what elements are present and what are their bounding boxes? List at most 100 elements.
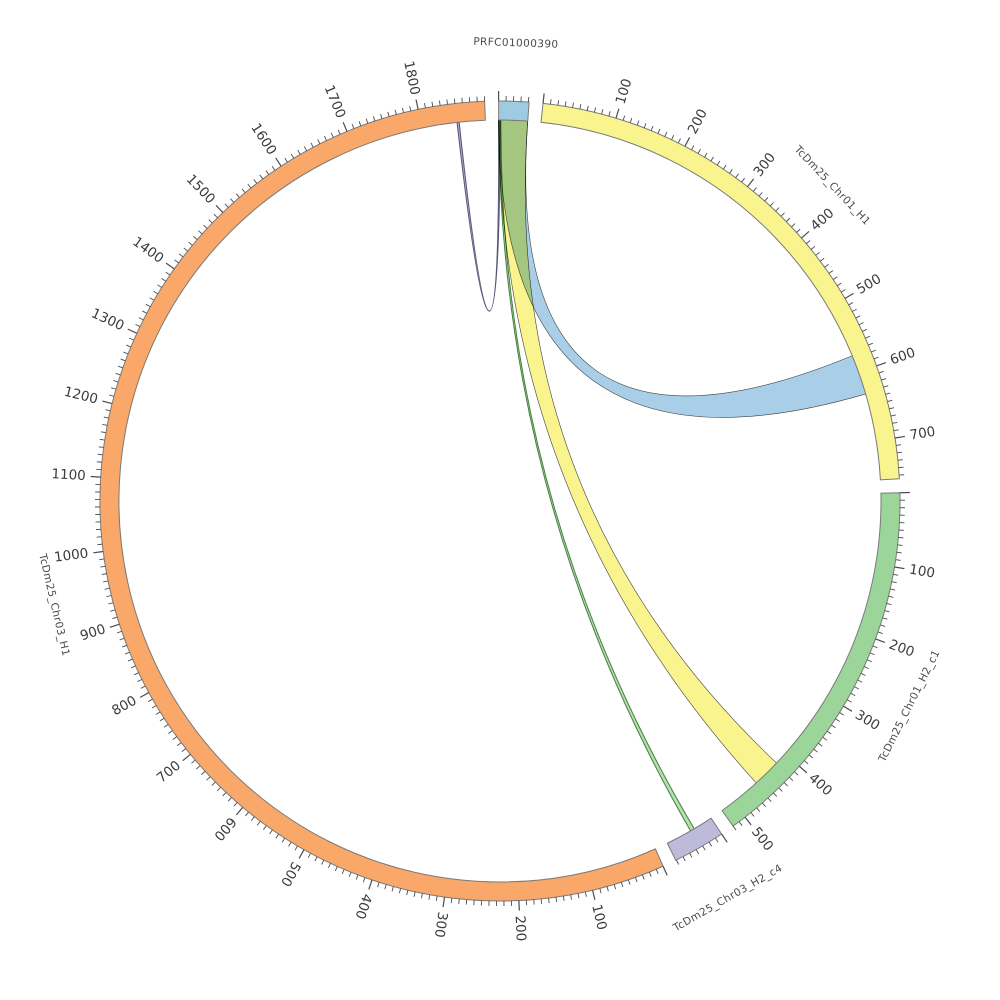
minor-tick bbox=[601, 109, 604, 115]
minor-tick bbox=[294, 845, 298, 851]
minor-tick bbox=[752, 187, 757, 192]
minor-tick bbox=[149, 297, 155, 301]
sector-band-TcDm25_Chr03_H2_c4 bbox=[666, 817, 723, 861]
tick-label: 100 bbox=[613, 77, 636, 106]
minor-tick bbox=[124, 651, 130, 655]
minor-tick bbox=[119, 637, 125, 641]
minor-tick bbox=[103, 416, 109, 419]
minor-tick bbox=[708, 841, 713, 847]
minor-tick bbox=[337, 129, 341, 135]
minor-tick bbox=[636, 120, 640, 126]
minor-tick bbox=[866, 659, 872, 663]
tick-label: 400 bbox=[807, 205, 837, 234]
tick-label: 600 bbox=[888, 345, 918, 369]
minor-tick bbox=[153, 290, 159, 295]
minor-tick bbox=[117, 365, 123, 369]
minor-tick bbox=[796, 228, 801, 233]
minor-tick bbox=[723, 164, 727, 170]
minor-tick bbox=[188, 241, 193, 246]
minor-tick bbox=[828, 270, 834, 274]
minor-tick bbox=[762, 802, 766, 808]
minor-tick bbox=[428, 894, 431, 900]
minor-tick bbox=[572, 102, 574, 108]
minor-tick bbox=[355, 874, 359, 880]
minor-tick bbox=[140, 685, 146, 689]
major-tick bbox=[615, 108, 620, 119]
minor-tick bbox=[826, 730, 832, 735]
tick-label: 300 bbox=[852, 707, 882, 734]
minor-tick bbox=[895, 559, 901, 561]
minor-tick bbox=[892, 421, 898, 424]
minor-tick bbox=[161, 278, 167, 282]
minor-tick bbox=[822, 736, 828, 741]
minor-tick bbox=[881, 378, 887, 381]
major-tick bbox=[368, 879, 373, 890]
tick-label: 1000 bbox=[53, 545, 89, 565]
ribbon-links-layer bbox=[456, 119, 866, 832]
minor-tick bbox=[97, 453, 103, 456]
minor-tick bbox=[176, 742, 182, 747]
tick-label: 1200 bbox=[62, 384, 99, 408]
minor-tick bbox=[245, 811, 249, 817]
minor-tick bbox=[548, 897, 550, 904]
minor-tick bbox=[818, 742, 823, 747]
tick-label: 1500 bbox=[183, 171, 218, 207]
minor-tick bbox=[732, 825, 737, 831]
minor-tick bbox=[183, 247, 188, 252]
minor-tick bbox=[269, 829, 273, 835]
minor-tick bbox=[555, 897, 558, 903]
minor-tick bbox=[893, 429, 899, 432]
minor-tick bbox=[691, 145, 695, 151]
minor-tick bbox=[99, 438, 105, 441]
minor-tick bbox=[664, 131, 668, 137]
minor-tick bbox=[271, 165, 276, 171]
minor-tick bbox=[735, 173, 739, 179]
minor-tick bbox=[897, 544, 903, 546]
major-tick bbox=[109, 623, 120, 628]
minor-tick bbox=[109, 394, 115, 397]
minor-tick bbox=[627, 879, 631, 885]
sector-label-TcDm25_Chr03_H2_c4: TcDm25_Chr03_H2_c4 bbox=[670, 862, 784, 934]
minor-tick bbox=[126, 344, 132, 348]
tick-label: 1400 bbox=[129, 234, 166, 267]
tick-label: 700 bbox=[154, 758, 184, 787]
minor-tick bbox=[868, 342, 874, 346]
minor-tick bbox=[112, 616, 118, 619]
minor-tick bbox=[846, 699, 852, 703]
major-tick bbox=[875, 638, 886, 643]
minor-tick bbox=[702, 845, 706, 851]
minor-tick bbox=[593, 107, 597, 113]
minor-tick bbox=[764, 197, 769, 202]
minor-tick bbox=[890, 588, 896, 591]
minor-tick bbox=[885, 392, 891, 395]
tick-label: 100 bbox=[588, 903, 610, 932]
minor-tick bbox=[303, 146, 308, 152]
minor-tick bbox=[122, 644, 128, 648]
tick-label: 700 bbox=[909, 424, 937, 444]
minor-tick bbox=[314, 856, 318, 862]
minor-tick bbox=[104, 587, 110, 590]
minor-tick bbox=[178, 253, 184, 258]
minor-tick bbox=[380, 113, 383, 119]
major-tick bbox=[442, 897, 446, 908]
minor-tick bbox=[365, 118, 369, 124]
minor-tick bbox=[401, 107, 405, 113]
minor-tick bbox=[586, 105, 589, 111]
minor-tick bbox=[550, 99, 552, 105]
minor-tick bbox=[671, 134, 675, 140]
minor-tick bbox=[157, 284, 162, 288]
minor-tick bbox=[435, 895, 438, 902]
minor-tick bbox=[869, 652, 875, 656]
minor-tick bbox=[634, 877, 638, 883]
minor-tick bbox=[579, 104, 582, 110]
minor-tick bbox=[682, 856, 686, 862]
minor-tick bbox=[247, 183, 252, 189]
minor-tick bbox=[111, 387, 117, 390]
minor-tick bbox=[716, 160, 721, 166]
minor-tick bbox=[297, 149, 301, 155]
link-prfc-to-chr03h1 bbox=[456, 119, 501, 312]
minor-tick bbox=[458, 898, 460, 904]
minor-tick bbox=[888, 595, 894, 598]
minor-tick bbox=[241, 188, 246, 193]
minor-tick bbox=[794, 771, 799, 776]
